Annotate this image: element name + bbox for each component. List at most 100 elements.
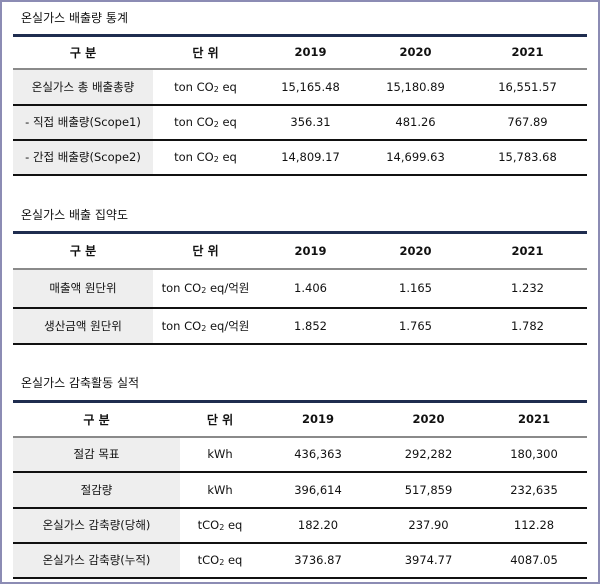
value-cell: 1.765 [363,307,468,345]
row-label: 온실가스 감축량(당해) [13,507,180,544]
row-label: 온실가스 총 배출총량 [13,68,153,106]
column-header: 단 위 [153,232,258,270]
column-header: 2021 [468,35,587,70]
unit-cell: ton CO2 eq [153,68,258,106]
unit-post: eq [224,553,243,567]
row-label: 매출액 원단위 [13,268,153,309]
unit-post: eq [218,79,237,94]
value-cell: 182.20 [260,507,376,544]
table-row: - 간접 배출량(Scope2) ton CO2 eq 14,809.17 14,69… [13,139,587,176]
value-cell: 237.90 [376,507,481,544]
table-row: 절감량 kWh 396,614 517,859 232,635 [13,471,587,509]
column-header: 2021 [468,232,587,270]
value-cell: 517,859 [376,471,481,509]
value-cell: 4087.05 [481,542,587,579]
unit-sub: 2 [213,120,219,129]
row-label: 절감량 [13,471,180,509]
section-title: 온실가스 감축활동 실적 [21,376,140,390]
table-row: 온실가스 감축량(누적) tCO2 eq 3736.87 3974.77 4087.05 [13,542,587,579]
value-cell: 112.28 [481,507,587,544]
value-cell: 1.406 [258,268,363,309]
value-cell: 3974.77 [376,542,481,579]
column-header: 단 위 [180,401,260,438]
table-row: - 직접 배출량(Scope1) ton CO2 eq 356.31 481.26 76… [13,104,587,141]
unit-pre: tCO [197,553,220,567]
unit-sub: 2 [201,323,207,333]
value-cell: 481.26 [363,104,468,141]
value-cell: 15,180.89 [363,68,468,106]
table-row: 온실가스 감축량(당해) tCO2 eq 182.20 237.90 112.28 [13,507,587,544]
unit-pre: kWh [207,482,233,497]
unit-cell: ton CO2 eq [153,139,258,176]
column-header: 2021 [481,401,587,438]
unit-sub: 2 [213,84,219,94]
unit-post: eq [224,518,243,532]
value-cell: 767.89 [468,104,587,141]
row-label: - 직접 배출량(Scope1) [13,104,153,141]
column-header: 구 분 [13,401,180,438]
value-cell: 396,614 [260,471,376,509]
column-header: 2020 [376,401,481,438]
row-label: 생산금액 원단위 [13,307,153,345]
value-cell: 1.782 [468,307,587,345]
value-cell: 3736.87 [260,542,376,579]
column-header: 구 분 [13,232,153,270]
row-label: 온실가스 감축량(누적) [13,542,180,579]
unit-post: eq [218,115,237,129]
unit-cell: kWh [180,436,260,473]
value-cell: 14,699.63 [363,139,468,176]
unit-cell: kWh [180,471,260,509]
value-cell: 14,809.17 [258,139,363,176]
unit-post: eq/억원 [206,281,250,295]
unit-cell: tCO2 eq [180,507,260,544]
unit-sub: 2 [213,155,219,164]
column-header: 2020 [363,232,468,270]
value-cell: 292,282 [376,436,481,473]
column-header: 2019 [258,35,363,70]
unit-cell: tCO2 eq [180,542,260,579]
value-cell: 356.31 [258,104,363,141]
section-title: 온실가스 배출량 통계 [21,11,128,25]
value-cell: 15,165.48 [258,68,363,106]
value-cell: 180,300 [481,436,587,473]
row-label: - 간접 배출량(Scope2) [13,139,153,176]
unit-sub: 2 [201,286,207,295]
unit-cell: ton CO2 eq/억원 [153,268,258,309]
row-label: 절감 목표 [13,436,180,473]
section-title: 온실가스 배출 집약도 [21,208,128,222]
value-cell: 436,363 [260,436,376,473]
unit-pre: kWh [207,447,233,461]
unit-cell: ton CO2 eq/억원 [153,307,258,345]
unit-pre: tCO [197,518,220,532]
value-cell: 232,635 [481,471,587,509]
value-cell: 1.165 [363,268,468,309]
unit-sub: 2 [219,558,225,567]
unit-pre: ton CO [161,318,202,333]
value-cell: 1.232 [468,268,587,309]
unit-pre: ton CO [174,150,214,164]
table-row: 생산금액 원단위 ton CO2 eq/억원 1.852 1.765 1.782 [13,307,587,345]
value-cell: 15,783.68 [468,139,587,176]
unit-cell: ton CO2 eq [153,104,258,141]
column-header: 2019 [258,232,363,270]
column-header: 구 분 [13,35,153,70]
value-cell: 1.852 [258,307,363,345]
column-header: 2020 [363,35,468,70]
unit-pre: ton CO [174,115,214,129]
table-row: 절감 목표 kWh 436,363 292,282 180,300 [13,436,587,473]
unit-pre: ton CO [174,79,214,94]
value-cell: 16,551.57 [468,68,587,106]
column-header: 2019 [260,401,376,438]
table-row: 매출액 원단위 ton CO2 eq/억원 1.406 1.165 1.232 [13,268,587,309]
unit-post: eq/억원 [206,318,250,333]
table-row: 온실가스 총 배출총량 ton CO2 eq 15,165.48 15,180.89 1… [13,68,587,106]
unit-pre: ton CO [161,281,202,295]
unit-post: eq [218,150,237,164]
